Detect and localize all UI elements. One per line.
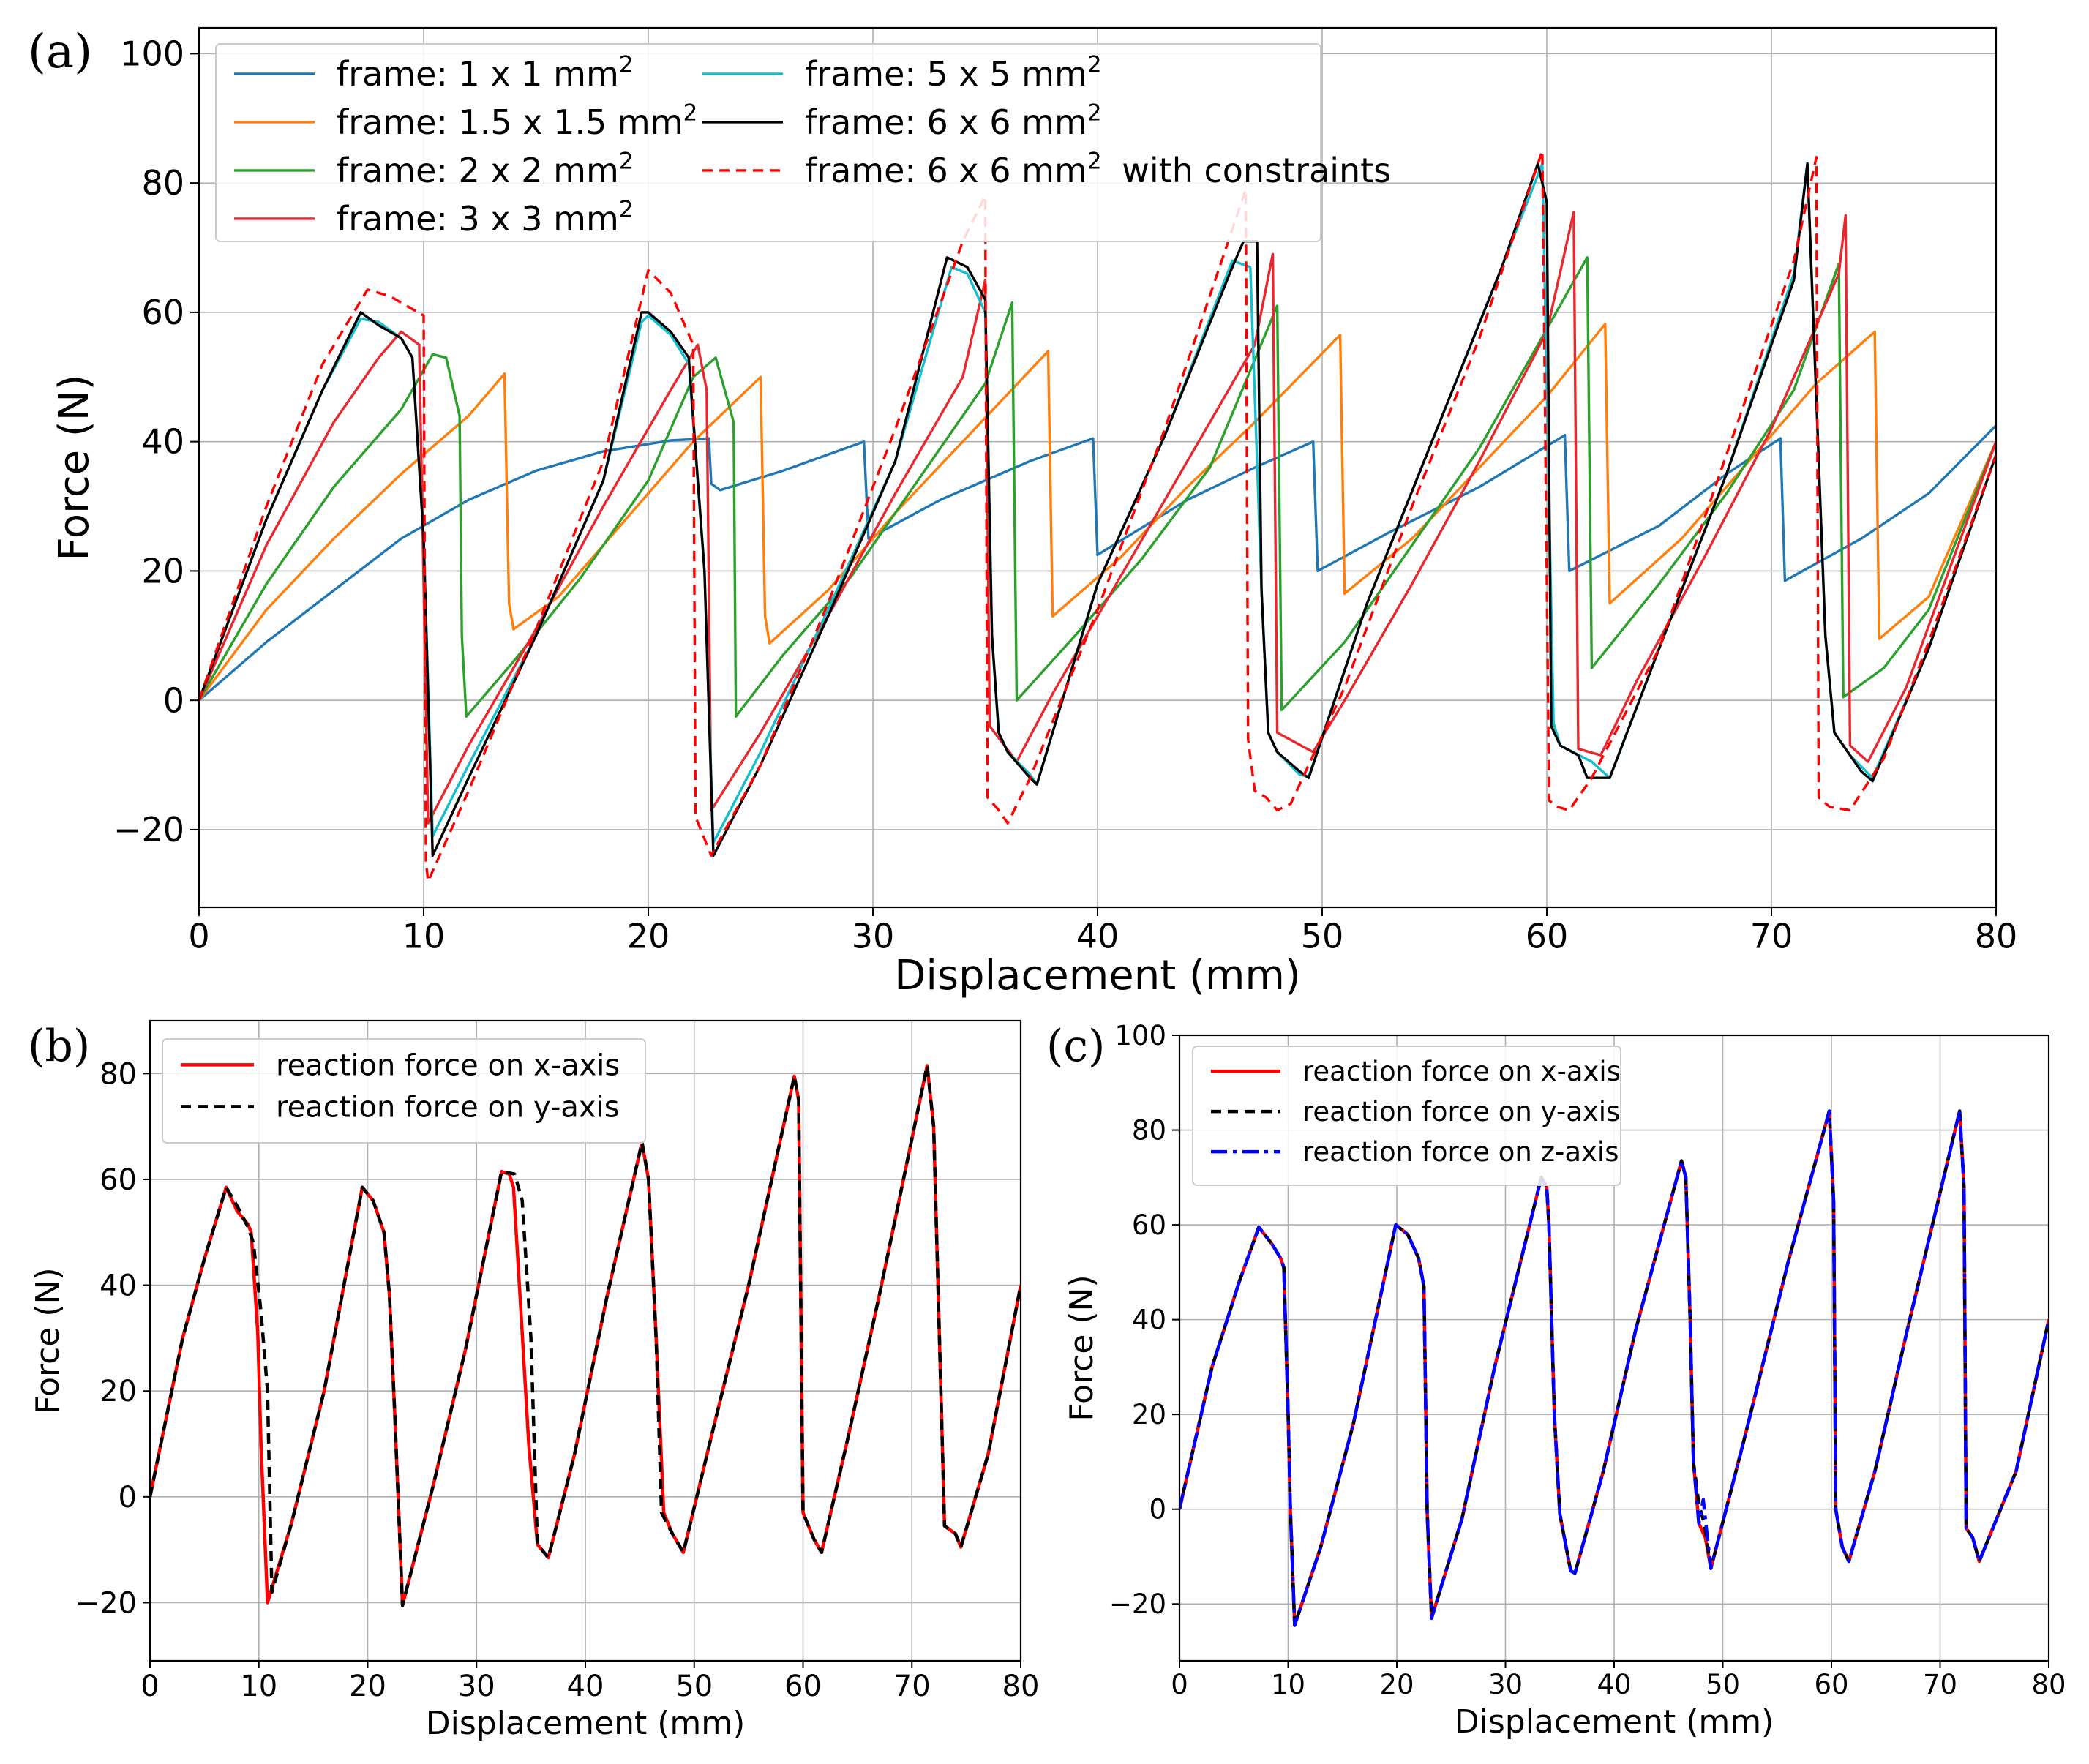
legend-label-1: reaction force on x-axis (276, 1048, 620, 1082)
series-group (199, 149, 1996, 883)
x-tick-label: 50 (1706, 1669, 1740, 1700)
x-tick-label: 10 (240, 1670, 277, 1703)
x-tick-label: 40 (567, 1670, 604, 1703)
x-tick-label: 10 (1271, 1669, 1305, 1700)
y-tick-label: 100 (1114, 1020, 1166, 1051)
y-tick-label: 80 (141, 163, 184, 203)
y-tick-label: 20 (100, 1375, 137, 1408)
x-tick-label: 0 (188, 917, 209, 956)
series-line-1 (150, 1064, 1021, 1607)
x-tick-label: 50 (1301, 917, 1344, 956)
legend-label-1: reaction force on x-axis (1302, 1056, 1621, 1087)
y-tick-label: −20 (1109, 1588, 1166, 1620)
y-axis-label: Force (N) (29, 1267, 67, 1414)
x-tick-label: 70 (1750, 917, 1793, 956)
x-tick-label: 30 (852, 917, 895, 956)
legend-label-4: frame: 3 x 3 mm2 (337, 197, 634, 239)
x-tick-label: 40 (1597, 1669, 1631, 1700)
y-tick-label: −20 (113, 810, 184, 849)
legend: reaction force on x-axis reaction force o… (1192, 1046, 1621, 1186)
y-tick-label: 40 (1132, 1305, 1166, 1336)
y-tick-label: 20 (1132, 1399, 1166, 1430)
x-tick-label: 70 (1923, 1669, 1957, 1700)
y-axis-label: Force (N) (50, 375, 98, 561)
series-line-2 (199, 323, 1996, 702)
series-group (150, 1064, 1021, 1607)
x-tick-label: 0 (1171, 1669, 1188, 1700)
y-tick-label: 0 (1149, 1494, 1166, 1525)
series-line-1 (199, 424, 1996, 702)
legend-box (1192, 1046, 1621, 1186)
x-axis-label: Displacement (mm) (426, 1705, 746, 1742)
y-tick-label: 0 (119, 1481, 137, 1515)
legend-label-7: frame: 6 x 6 mm2 with constraints (805, 149, 1391, 190)
panel-b: 0 10 20 30 40 50 60 70 80 −20 0 20 40 60 80 Displacemen… (28, 1019, 1040, 1742)
x-tick-label: 20 (349, 1670, 386, 1703)
x-axis-label: Displacement (mm) (1455, 1703, 1774, 1741)
x-tick-label: 0 (140, 1670, 159, 1703)
y-tick-label: 20 (141, 552, 184, 591)
x-tick-label: 80 (1975, 917, 2018, 956)
x-tick-label: 60 (1814, 1669, 1848, 1700)
y-tick-label: 0 (163, 680, 184, 720)
legend-label-2: reaction force on y-axis (276, 1090, 620, 1124)
x-tick-label: 30 (458, 1670, 495, 1703)
y-axis-label: Force (N) (1063, 1275, 1100, 1421)
legend-label-6: frame: 6 x 6 mm2 (805, 100, 1102, 142)
panel-letter: (c) (1046, 1021, 1105, 1072)
y-tick-label: 40 (141, 422, 184, 462)
x-tick-label: 60 (1526, 917, 1569, 956)
legend-label-2: frame: 1.5 x 1.5 mm2 (337, 100, 697, 142)
y-tick-label: 60 (141, 293, 184, 332)
x-tick-label: 40 (1076, 917, 1119, 956)
x-tick-label: 30 (1488, 1669, 1523, 1700)
series-group (1179, 1109, 2049, 1627)
legend-label-3: reaction force on z-axis (1302, 1136, 1619, 1168)
panel-a: 0 10 20 30 40 50 60 70 80 −20 0 20 40 60 80 100 Displace… (28, 25, 2017, 999)
x-tick-label: 80 (1002, 1670, 1040, 1703)
series-line-6 (199, 162, 1996, 857)
series-line-3 (199, 256, 1996, 718)
panel-c: 0 10 20 30 40 50 60 70 80 −20 0 20 40 60 80 100 Displace… (1046, 1020, 2066, 1741)
y-tick-label: 40 (100, 1269, 137, 1303)
x-tick-label: 80 (2031, 1669, 2066, 1700)
y-tick-label: 80 (1132, 1114, 1166, 1146)
y-tick-label: 80 (100, 1057, 137, 1091)
y-tick-label: 100 (120, 34, 184, 73)
x-axis-label: Displacement (mm) (894, 952, 1301, 999)
x-tick-label: 20 (1379, 1669, 1414, 1700)
legend-label-1: frame: 1 x 1 mm2 (337, 52, 634, 94)
series-line-2 (150, 1064, 1021, 1607)
legend-label-5: frame: 5 x 5 mm2 (805, 52, 1102, 94)
legend-box (162, 1038, 646, 1144)
legend: reaction force on x-axis reaction force o… (162, 1038, 646, 1144)
legend-box (215, 43, 1321, 242)
x-tick-label: 20 (627, 917, 670, 956)
x-tick-label: 10 (402, 917, 446, 956)
panel-letter: (b) (28, 1021, 90, 1072)
legend-label-2: reaction force on y-axis (1302, 1096, 1620, 1127)
x-tick-label: 70 (893, 1670, 931, 1703)
x-tick-label: 50 (675, 1670, 713, 1703)
series-line-3 (1179, 1109, 2049, 1627)
x-tick-label: 60 (784, 1670, 822, 1703)
legend-label-3: frame: 2 x 2 mm2 (337, 149, 634, 190)
y-tick-label: 60 (1132, 1209, 1166, 1241)
panel-letter: (a) (28, 25, 92, 79)
legend: frame: 1 x 1 mm2 frame: 1.5 x 1.5 mm2 fram… (215, 43, 1391, 242)
y-tick-label: 60 (100, 1163, 137, 1197)
y-tick-label: −20 (75, 1586, 137, 1620)
